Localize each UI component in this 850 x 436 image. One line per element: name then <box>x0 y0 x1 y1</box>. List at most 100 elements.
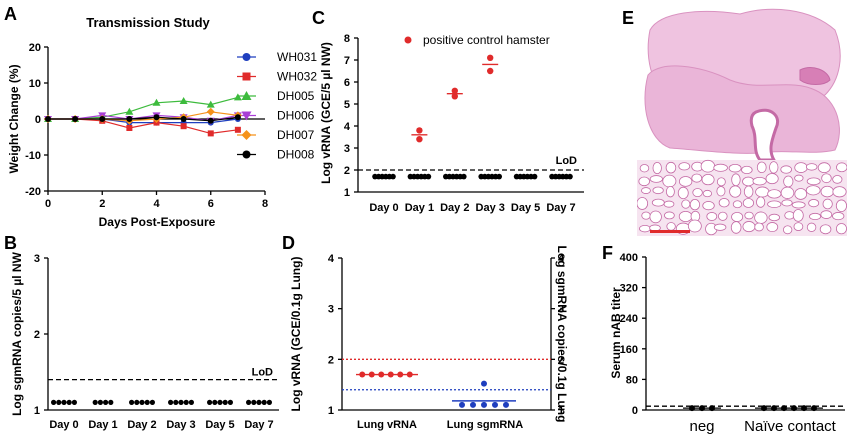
panel-c-ylabel: Log vRNA (GCE/5 µl NW) <box>319 42 333 184</box>
alveolus-shape <box>768 213 780 222</box>
alveolus-shape <box>701 173 715 186</box>
panel-b-x-tick-label: Day 2 <box>127 419 156 431</box>
alveolus-shape <box>819 224 832 235</box>
alveolus-shape <box>700 159 716 173</box>
panel-c-point-below-lod <box>390 173 396 180</box>
alveolus-shape <box>767 189 782 199</box>
panel-a-legend-label: DH008 <box>277 148 315 162</box>
panel-a-point-dh008 <box>234 114 241 121</box>
panel-b-point <box>183 399 189 405</box>
panel-b-point <box>222 399 228 405</box>
alveolus-shape <box>832 186 847 198</box>
panel-c-point-below-lod <box>461 173 467 180</box>
panel-b-point <box>212 399 218 405</box>
alveolus-shape <box>805 163 818 171</box>
alveolus-shape <box>806 177 821 186</box>
panel-b-point <box>168 399 174 405</box>
panel-f-ylabel: Serum nAB titer <box>609 287 623 379</box>
panel-b-point <box>251 399 257 405</box>
panel-b-point <box>227 399 233 405</box>
panel-label-c: C <box>312 8 325 28</box>
alveolus-shape <box>718 198 730 208</box>
alveolus-shape <box>784 211 795 220</box>
panel-b-y-tick-label: 3 <box>34 253 40 265</box>
alveolus-shape <box>832 212 845 221</box>
panel-c-positive-control-point <box>487 67 494 75</box>
alveolus-shape <box>731 173 741 187</box>
alveolus-shape <box>769 161 779 174</box>
panel-a-x-tick-label: 0 <box>45 198 51 210</box>
alveolus-shape <box>706 212 718 221</box>
panel-b-point <box>207 399 213 405</box>
panel-b-point <box>139 399 145 405</box>
panel-d-y-tick-label-right: 4 <box>558 253 565 265</box>
panel-a-point-dh005 <box>233 93 242 101</box>
panel-a-point-dh008 <box>180 116 187 122</box>
panel-b-point <box>56 399 62 405</box>
panel-b-point <box>92 399 98 405</box>
panel-a-y-tick-label: 10 <box>29 78 41 90</box>
panel-b-point <box>266 399 272 405</box>
panel-c-positive-control-point <box>451 93 458 100</box>
panel-a-point-dh008 <box>72 116 79 122</box>
panel-d-sgmrna-point <box>459 401 465 408</box>
panel-c-positive-control-point <box>487 54 494 61</box>
panel-b-y-tick-label: 1 <box>34 405 40 417</box>
alveolus-shape <box>637 197 649 210</box>
panel-a-legend-marker <box>241 130 252 140</box>
alveolus-shape <box>639 224 651 233</box>
alveolus-shape <box>677 186 689 200</box>
panel-a-point-dh005 <box>179 97 188 104</box>
panel-b-x-tick-label: Day 0 <box>49 419 78 431</box>
alveolus-shape <box>728 163 742 173</box>
panel-c-x-tick-label: Day 5 <box>511 202 540 214</box>
panel-c-y-tick-label: 7 <box>344 55 350 67</box>
alveolus-shape <box>743 185 754 198</box>
alveolus-shape <box>767 200 782 208</box>
panel-a-point-dh005 <box>152 98 161 106</box>
panel-a-point-dh008 <box>126 116 133 122</box>
alveolus-shape <box>766 222 779 233</box>
alveolus-shape <box>809 212 822 221</box>
alveolus-shape <box>808 199 820 208</box>
alveolus-shape <box>664 211 675 220</box>
alveolus-shape <box>742 198 755 208</box>
panel-a-xlabel: Days Post-Exposure <box>99 215 216 229</box>
alveolus-shape <box>832 175 843 184</box>
panel-b-point <box>178 399 184 405</box>
alveolus-shape <box>794 188 808 200</box>
panel-b-point <box>134 399 140 405</box>
alveolus-shape <box>716 186 726 197</box>
alveolus-shape <box>716 177 726 187</box>
panel-c-positive-control-point <box>416 127 423 134</box>
alveolus-shape <box>713 163 728 172</box>
alveolus-shape <box>713 223 727 231</box>
panel-b-point <box>61 399 67 405</box>
panel-c-point-below-lod <box>425 173 432 180</box>
alveolus-shape <box>822 198 833 210</box>
panel-b-point <box>261 399 267 405</box>
panel-c-positive-control-point <box>451 87 458 95</box>
panel-a-legend-label: DH005 <box>277 89 315 103</box>
panel-b-point <box>97 399 103 405</box>
panel-c-lod-label: LoD <box>556 155 577 167</box>
panel-a-point-dh008 <box>153 114 160 121</box>
panel-d-x-tick-label: Lung sgmRNA <box>447 419 523 431</box>
panel-b-x-tick-label: Day 1 <box>88 419 117 431</box>
panel-d-sgmrna-point <box>481 401 487 408</box>
alveolus-shape <box>691 173 703 183</box>
alveolus-shape <box>791 201 806 209</box>
alveolus-shape <box>689 199 701 211</box>
alveolus-shape <box>702 189 713 198</box>
alveolus-shape <box>702 201 715 211</box>
alveolus-shape <box>652 161 662 175</box>
panel-b-point <box>108 399 114 405</box>
panel-b-point <box>217 399 223 405</box>
panel-c-y-tick-label: 2 <box>344 165 350 177</box>
panel-d-ylabel-right: Log sgmRNA copies/0.1g Lung <box>555 246 569 423</box>
panel-a-legend-marker <box>242 53 251 61</box>
panel-a-x-tick-label: 6 <box>208 198 214 210</box>
alveolus-shape <box>817 162 831 173</box>
alveolus-shape <box>678 176 693 187</box>
